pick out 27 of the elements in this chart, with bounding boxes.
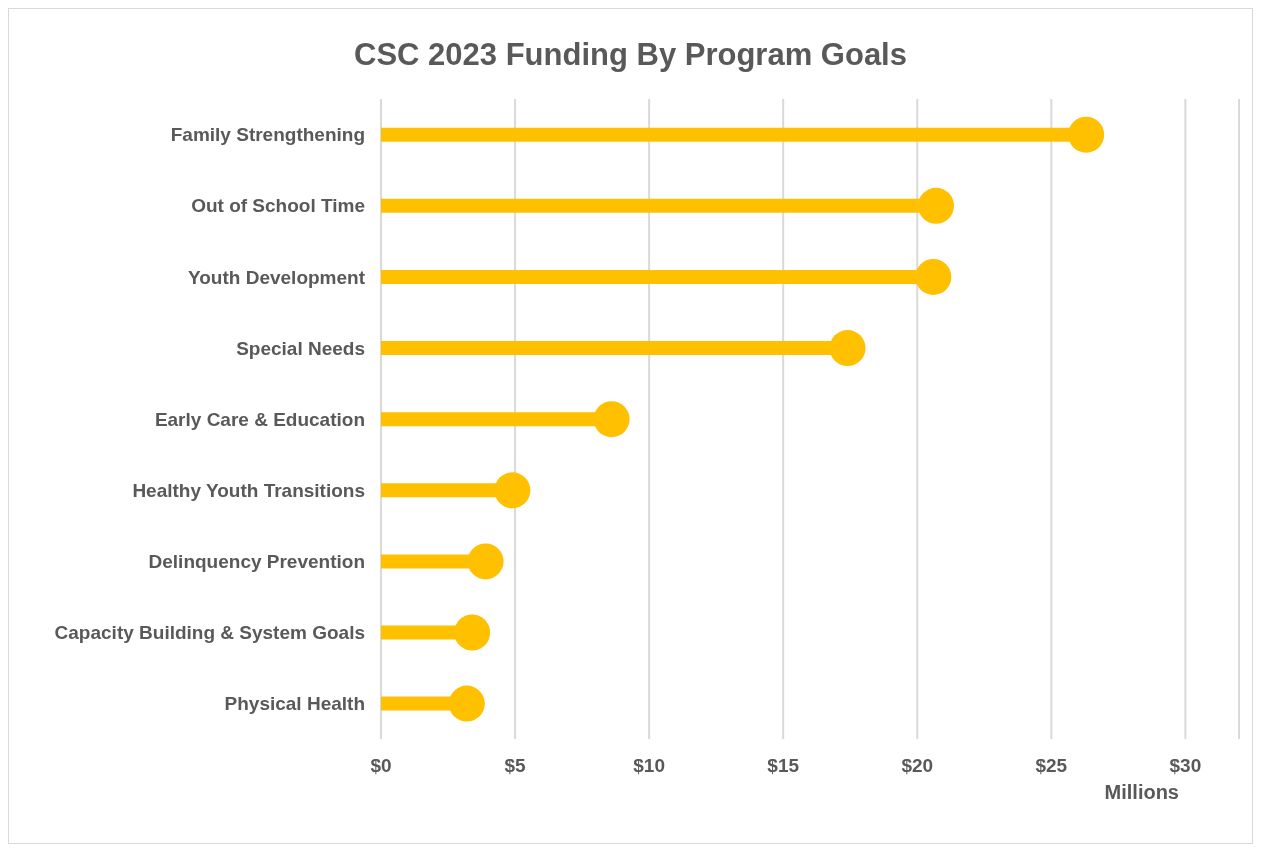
x-tick-label: $30	[1169, 755, 1202, 777]
y-tick-label: Delinquency Prevention	[148, 550, 365, 572]
point	[593, 401, 630, 438]
point	[915, 258, 952, 295]
point	[494, 472, 531, 509]
point	[918, 187, 955, 224]
y-tick-label: Youth Development	[188, 266, 366, 288]
x-tick-label: $20	[901, 755, 934, 777]
chart-title: CSC 2023 Funding By Program Goals	[353, 36, 908, 74]
y-tick-label: Special Needs	[236, 337, 365, 359]
point	[448, 685, 485, 722]
y-tick-label: Physical Health	[224, 693, 365, 715]
y-tick-label: Family Strengthening	[170, 124, 365, 146]
y-tick-label: Healthy Youth Transitions	[132, 479, 365, 501]
point	[454, 614, 491, 651]
point	[829, 330, 866, 367]
x-tick-label: $15	[767, 755, 800, 777]
y-tick-label: Out of School Time	[191, 195, 365, 217]
x-tick-label: $10	[633, 755, 665, 777]
y-tick-label: Capacity Building & System Goals	[54, 622, 365, 644]
y-tick-label: Early Care & Education	[154, 408, 365, 430]
point	[467, 543, 504, 580]
point	[1068, 116, 1105, 153]
x-axis-title: Millions	[1104, 781, 1179, 803]
x-tick-label: $25	[1035, 755, 1068, 777]
x-tick-label: $5	[504, 755, 527, 777]
x-tick-label: $0	[370, 755, 392, 777]
